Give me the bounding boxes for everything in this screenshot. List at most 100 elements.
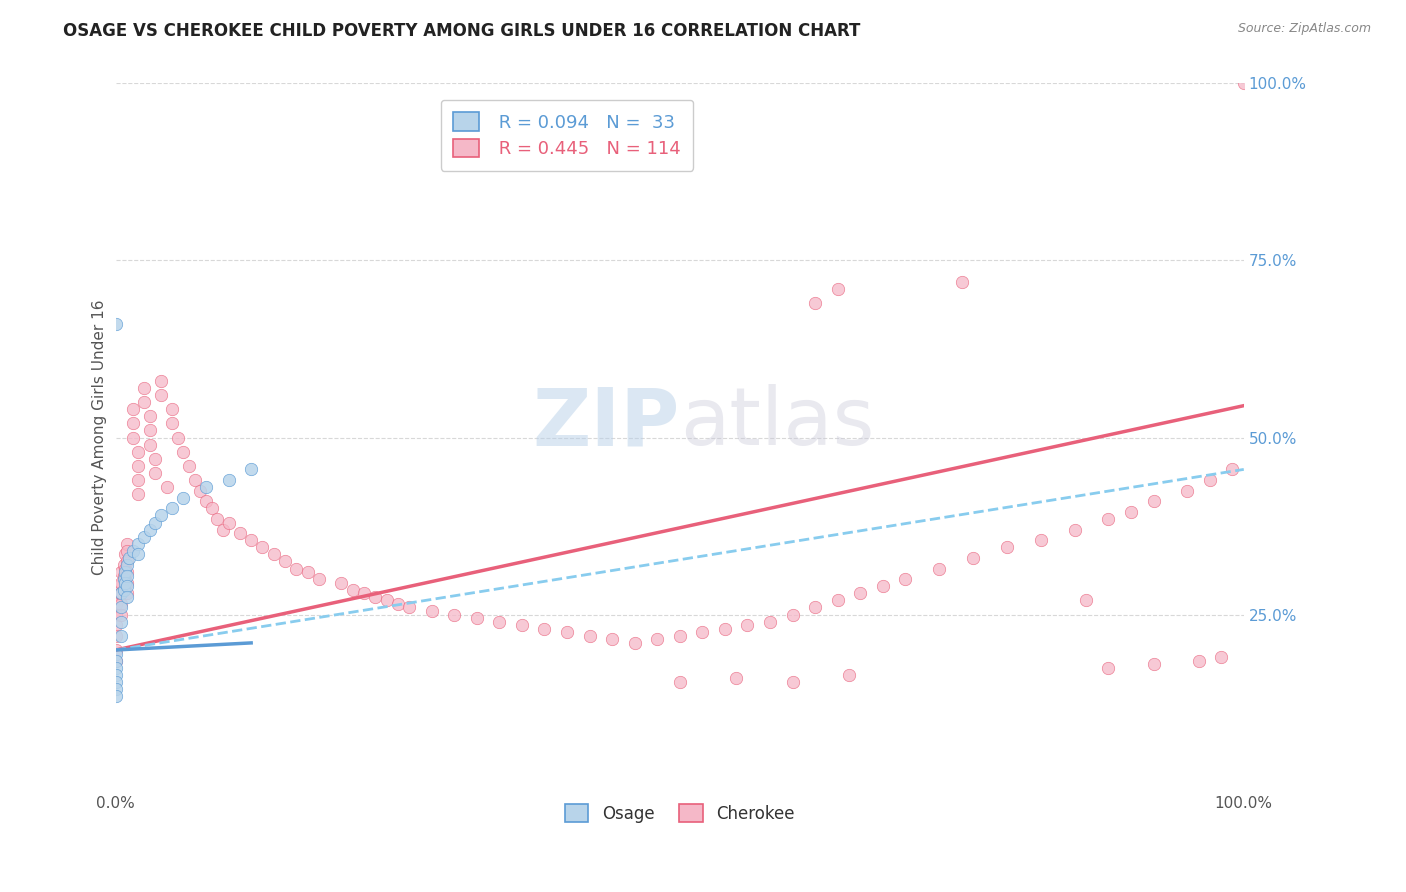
Point xyxy=(115,565,138,579)
Point xyxy=(872,579,894,593)
Point xyxy=(353,586,375,600)
Point xyxy=(104,674,127,689)
Point xyxy=(121,544,143,558)
Point xyxy=(160,402,183,417)
Point xyxy=(115,544,138,558)
Point xyxy=(928,561,950,575)
Point xyxy=(1177,483,1199,498)
Point xyxy=(104,317,127,331)
Point xyxy=(104,681,127,696)
Point xyxy=(364,590,387,604)
Point xyxy=(104,597,127,611)
Point xyxy=(285,561,308,575)
Point xyxy=(149,388,172,402)
Point xyxy=(121,431,143,445)
Point xyxy=(143,466,166,480)
Point xyxy=(104,607,127,622)
Y-axis label: Child Poverty Among Girls Under 16: Child Poverty Among Girls Under 16 xyxy=(93,300,107,575)
Point xyxy=(112,582,135,597)
Point xyxy=(138,437,160,451)
Text: Source: ZipAtlas.com: Source: ZipAtlas.com xyxy=(1237,22,1371,36)
Point xyxy=(127,487,149,501)
Point xyxy=(827,282,849,296)
Point xyxy=(1074,593,1097,607)
Point xyxy=(115,586,138,600)
Point xyxy=(201,501,224,516)
Point xyxy=(110,575,132,590)
Point xyxy=(115,575,138,590)
Point xyxy=(692,625,714,640)
Point xyxy=(110,615,132,629)
Point xyxy=(115,537,138,551)
Point xyxy=(849,586,872,600)
Point xyxy=(894,572,917,586)
Point xyxy=(166,431,188,445)
Point xyxy=(668,629,690,643)
Point xyxy=(1097,512,1119,526)
Point xyxy=(112,568,135,582)
Legend: Osage, Cherokee: Osage, Cherokee xyxy=(558,797,801,830)
Point xyxy=(110,597,132,611)
Point xyxy=(725,671,748,685)
Point xyxy=(172,444,194,458)
Point xyxy=(115,558,138,572)
Point xyxy=(645,632,668,647)
Point xyxy=(804,600,827,615)
Point xyxy=(104,643,127,657)
Point xyxy=(110,586,132,600)
Point xyxy=(1142,494,1164,508)
Point xyxy=(962,550,984,565)
Point xyxy=(143,451,166,466)
Point xyxy=(1097,661,1119,675)
Point xyxy=(387,597,409,611)
Point xyxy=(110,565,132,579)
Point xyxy=(104,654,127,668)
Point xyxy=(759,615,782,629)
Point xyxy=(110,600,132,615)
Point xyxy=(600,632,623,647)
Point xyxy=(127,537,149,551)
Point xyxy=(578,629,600,643)
Point xyxy=(804,296,827,310)
Point xyxy=(104,618,127,632)
Point xyxy=(114,561,136,575)
Point xyxy=(115,554,138,568)
Point xyxy=(229,526,252,541)
Point xyxy=(112,572,135,586)
Point xyxy=(127,473,149,487)
Point xyxy=(714,622,737,636)
Text: ZIP: ZIP xyxy=(533,384,679,462)
Point xyxy=(172,491,194,505)
Point xyxy=(342,582,364,597)
Point xyxy=(1222,462,1244,476)
Point xyxy=(143,516,166,530)
Point xyxy=(115,590,138,604)
Point xyxy=(195,480,218,494)
Point xyxy=(263,548,285,562)
Point xyxy=(510,618,533,632)
Point xyxy=(218,473,240,487)
Point xyxy=(240,462,263,476)
Point xyxy=(104,667,127,681)
Point xyxy=(398,600,420,615)
Point xyxy=(104,654,127,668)
Point xyxy=(160,501,183,516)
Point xyxy=(827,593,849,607)
Point xyxy=(160,417,183,431)
Point xyxy=(207,512,229,526)
Point xyxy=(555,625,578,640)
Point xyxy=(308,572,330,586)
Point xyxy=(112,558,135,572)
Point xyxy=(623,636,645,650)
Text: atlas: atlas xyxy=(679,384,875,462)
Point xyxy=(114,572,136,586)
Point xyxy=(1188,654,1211,668)
Point xyxy=(218,516,240,530)
Point xyxy=(110,629,132,643)
Point xyxy=(1142,657,1164,672)
Point xyxy=(110,586,132,600)
Point xyxy=(121,417,143,431)
Point xyxy=(104,647,127,661)
Point xyxy=(155,480,177,494)
Point xyxy=(1211,650,1233,665)
